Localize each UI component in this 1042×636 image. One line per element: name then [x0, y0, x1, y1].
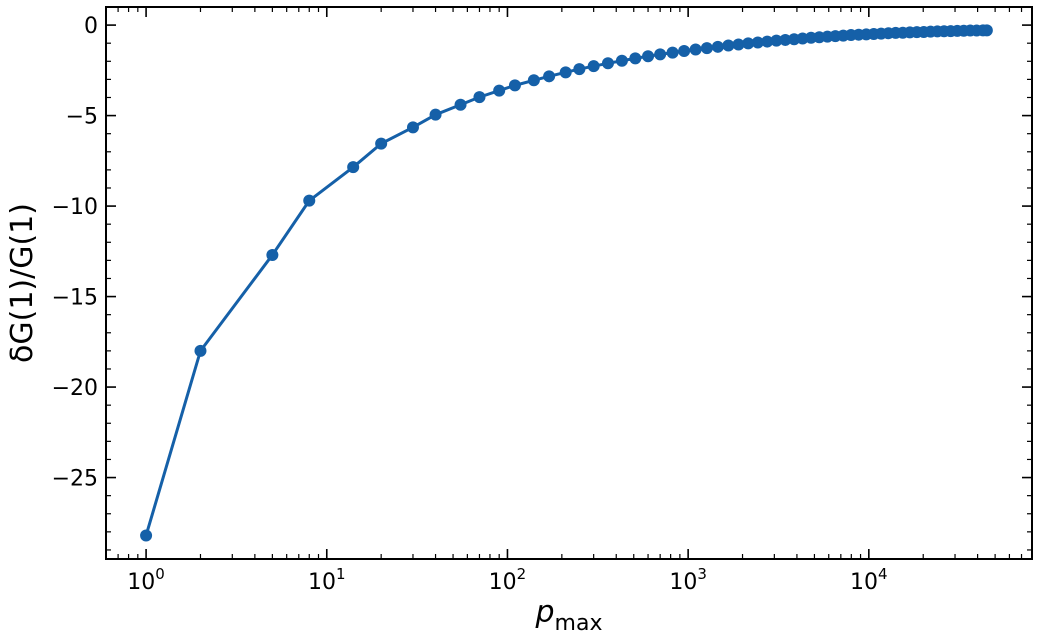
data-point [194, 344, 207, 357]
x-tick-label-base: 10 [850, 570, 878, 595]
x-tick-label-exponent: 4 [878, 565, 888, 583]
data-point [601, 57, 614, 70]
data-point [473, 91, 486, 104]
data-point [303, 194, 316, 207]
data-point [751, 36, 764, 49]
data-point [654, 48, 667, 61]
x-tick-label-exponent: 0 [155, 565, 165, 583]
y-tick-label: −20 [52, 376, 98, 401]
data-point [266, 248, 279, 261]
y-tick-label: −15 [52, 286, 98, 311]
major-ticks [106, 7, 1032, 559]
x-tick-label: 103 [669, 565, 707, 595]
x-tick-label: 100 [127, 565, 165, 595]
data-point [429, 108, 442, 121]
data-point [543, 70, 556, 83]
x-axis-label-main: p [535, 595, 555, 630]
data-point [779, 33, 792, 46]
x-tick-label: 101 [308, 565, 346, 595]
data-point [406, 121, 419, 134]
x-tick-label-base: 10 [127, 570, 155, 595]
x-tick-label-base: 10 [669, 570, 697, 595]
data-point [678, 44, 691, 57]
y-tick-label: −5 [66, 105, 98, 130]
data-point [587, 60, 600, 73]
y-tick-label: 0 [84, 14, 98, 39]
data-point [761, 35, 774, 48]
data-point [629, 52, 642, 65]
data-point [454, 98, 467, 111]
data-point [140, 529, 153, 542]
y-axis-label: δG(1)/G(1) [5, 203, 40, 363]
data-point [711, 40, 724, 53]
data-point [559, 66, 572, 79]
minor-ticks [105, 6, 1032, 559]
y-tick-label: −10 [52, 195, 98, 220]
x-axis-label: pmax [535, 595, 603, 636]
data-point [700, 42, 713, 55]
data-point [666, 46, 679, 59]
y-tick-labels: 0 −5 −10 −15 −20 −25 [52, 14, 98, 491]
x-tick-label-base: 10 [308, 570, 336, 595]
data-point [722, 39, 735, 52]
data-point [689, 43, 702, 56]
data-point [732, 38, 745, 51]
data-point [573, 63, 586, 76]
y-tick-label: −25 [52, 467, 98, 492]
x-tick-label: 104 [850, 565, 888, 595]
data-series [140, 24, 993, 542]
data-point [527, 74, 540, 87]
data-point [615, 54, 628, 67]
x-tick-label: 102 [489, 565, 527, 595]
x-tick-labels: 100 101 102 103 104 [127, 565, 887, 595]
series-line [144, 28, 987, 536]
x-tick-label-base: 10 [489, 570, 517, 595]
x-tick-label-exponent: 2 [517, 565, 527, 583]
x-tick-label-exponent: 1 [336, 565, 346, 583]
data-point [493, 84, 506, 97]
data-point [980, 24, 993, 37]
data-point [508, 79, 521, 92]
data-point [742, 37, 755, 50]
data-point [770, 34, 783, 47]
x-axis-label-subscript: max [555, 611, 603, 636]
data-point [642, 50, 655, 63]
plot-frame [105, 6, 1033, 560]
x-tick-label-exponent: 3 [697, 565, 707, 583]
data-point [347, 161, 360, 174]
data-point [375, 137, 388, 150]
